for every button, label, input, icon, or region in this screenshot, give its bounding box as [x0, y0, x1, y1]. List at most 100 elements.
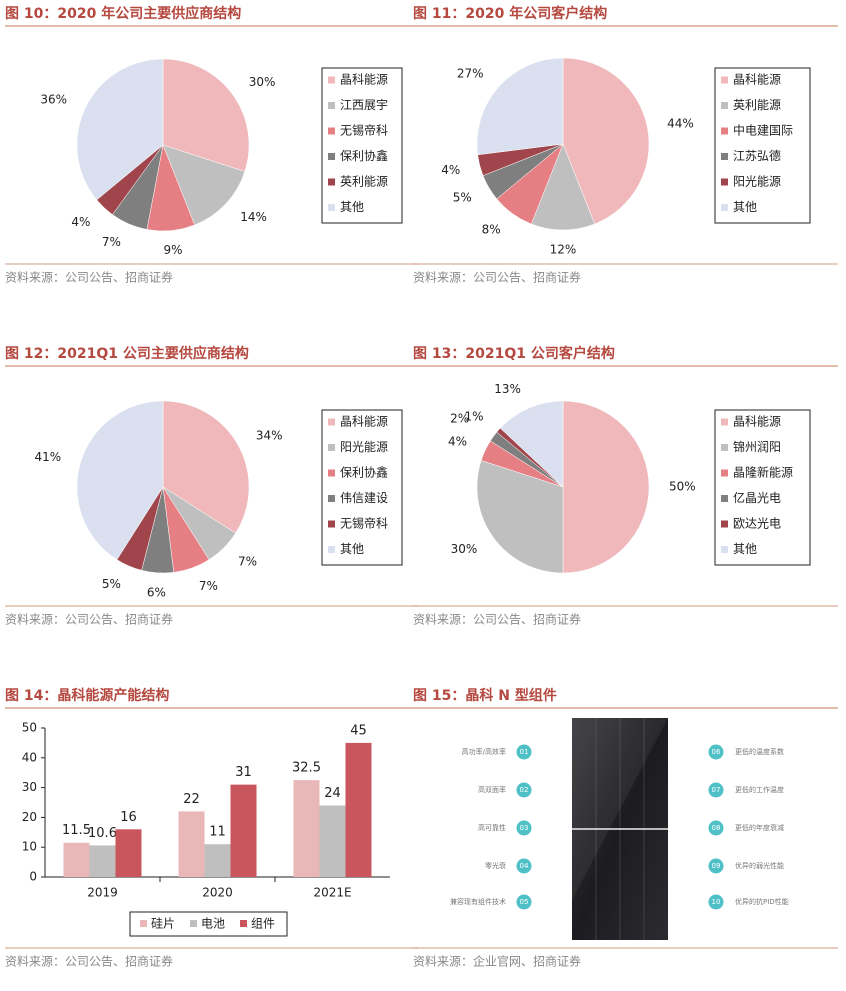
pie-slice [476, 57, 564, 156]
data-label: 30% [451, 542, 478, 556]
legend-label: 无锡帝科 [340, 516, 388, 531]
legend-swatch [721, 418, 728, 426]
legend-swatch [328, 495, 335, 502]
legend-label: 晶科能源 [733, 73, 781, 87]
data-label: 2% [450, 411, 469, 425]
feature-badge [516, 894, 532, 910]
feature-label: 更低的年度衰减 [735, 823, 784, 832]
legend-label: 保利协鑫 [340, 465, 388, 480]
legend-swatch [328, 520, 335, 528]
legend-label: 英利能源 [340, 175, 388, 189]
legend-swatch [328, 546, 335, 553]
feature-badge [708, 782, 724, 798]
bar [89, 845, 116, 877]
feature-label: 高功率/高效率 [462, 747, 506, 756]
figure-title: 图 14：晶科能源产能结构 [5, 687, 169, 704]
legend-label: 硅片 [151, 917, 175, 931]
legend-box [714, 67, 811, 224]
legend-swatch [140, 920, 147, 927]
legend-swatch [721, 444, 728, 451]
legend-swatch [328, 102, 335, 109]
legend-label: 晶科能源 [340, 73, 388, 87]
data-label: 31 [235, 765, 252, 780]
legend-swatch [328, 127, 335, 135]
pie-slice [562, 57, 650, 225]
bar [63, 842, 90, 877]
legend-label: 阳光能源 [340, 440, 388, 454]
legend-swatch [721, 76, 728, 84]
legend-box [321, 67, 403, 224]
y-tick-label: 20 [22, 810, 37, 824]
legend-swatch [721, 546, 728, 553]
data-label: 4% [441, 163, 460, 177]
bar [319, 805, 346, 877]
feature-badge [708, 744, 724, 760]
figure-title: 图 13：2021Q1 公司客户结构 [413, 345, 615, 362]
data-label: 7% [102, 235, 121, 249]
data-label: 24 [324, 786, 341, 801]
legend-label: 亿晶光电 [733, 490, 781, 505]
pie-slice [476, 460, 564, 574]
legend-label: 组件 [251, 917, 275, 931]
data-label: 10.6 [88, 826, 117, 841]
legend-swatch [721, 102, 728, 109]
legend-label: 欧达光电 [733, 517, 781, 531]
legend-label: 锦州润阳 [733, 440, 781, 454]
y-tick-label: 40 [22, 750, 37, 764]
pie-slice [562, 400, 650, 574]
pie-slice [531, 143, 595, 231]
feature-label: 兼容现有组件技术 [450, 897, 506, 906]
legend-swatch [328, 469, 335, 477]
figure-title: 图 10：2020 年公司主要供应商结构 [5, 5, 241, 22]
figure-title: 图 12：2021Q1 公司主要供应商结构 [5, 345, 249, 362]
legend-label: 其他 [733, 542, 757, 556]
pie-slice [162, 400, 250, 534]
legend-label: 阳光能源 [733, 175, 781, 189]
legend-label: 其他 [340, 200, 364, 214]
x-tick-label: 2019 [87, 886, 118, 900]
feature-number: 07 [712, 786, 721, 794]
data-label: 9% [163, 243, 182, 257]
legend-label: 无锡帝科 [340, 123, 388, 138]
legend-swatch [328, 76, 335, 84]
legend-label: 中电建国际 [733, 123, 793, 138]
legend-label: 江西展宇 [340, 98, 388, 112]
legend-label: 晶科能源 [733, 415, 781, 429]
legend-swatch [328, 178, 335, 186]
data-label: 11.5 [62, 823, 91, 838]
legend-swatch [240, 920, 247, 927]
data-label: 5% [102, 577, 121, 591]
legend-swatch [190, 920, 197, 927]
legend-swatch [721, 469, 728, 477]
pie-slice [162, 58, 250, 172]
data-label: 8% [482, 222, 501, 236]
source-note: 资料来源：公司公告、招商证券 [5, 270, 173, 285]
data-label: 4% [71, 215, 90, 229]
pie-slice [76, 58, 164, 201]
data-label: 6% [147, 585, 166, 599]
pie-slice [499, 400, 564, 488]
source-note: 资料来源：企业官网、招商证券 [413, 954, 581, 969]
legend-box [321, 409, 403, 566]
feature-badge [708, 894, 724, 910]
data-label: 16 [120, 810, 137, 825]
feature-number: 03 [520, 824, 529, 832]
legend-swatch [328, 204, 335, 211]
legend-label: 晶隆新能源 [733, 465, 793, 480]
source-note: 资料来源：公司公告、招商证券 [413, 270, 581, 285]
data-label: 30% [249, 75, 276, 89]
bar [178, 811, 205, 877]
data-label: 34% [256, 428, 283, 442]
legend-swatch [328, 153, 335, 160]
y-tick-label: 30 [22, 780, 37, 794]
legend-label: 伟信建设 [340, 491, 388, 505]
data-label: 7% [238, 554, 257, 568]
feature-number: 09 [712, 862, 721, 870]
legend-swatch [721, 178, 728, 186]
feature-badge [708, 858, 724, 874]
legend-swatch [328, 444, 335, 451]
bar [345, 742, 372, 877]
legend-swatch [721, 204, 728, 211]
source-note: 资料来源：公司公告、招商证券 [5, 954, 173, 969]
data-label: 32.5 [292, 761, 321, 776]
